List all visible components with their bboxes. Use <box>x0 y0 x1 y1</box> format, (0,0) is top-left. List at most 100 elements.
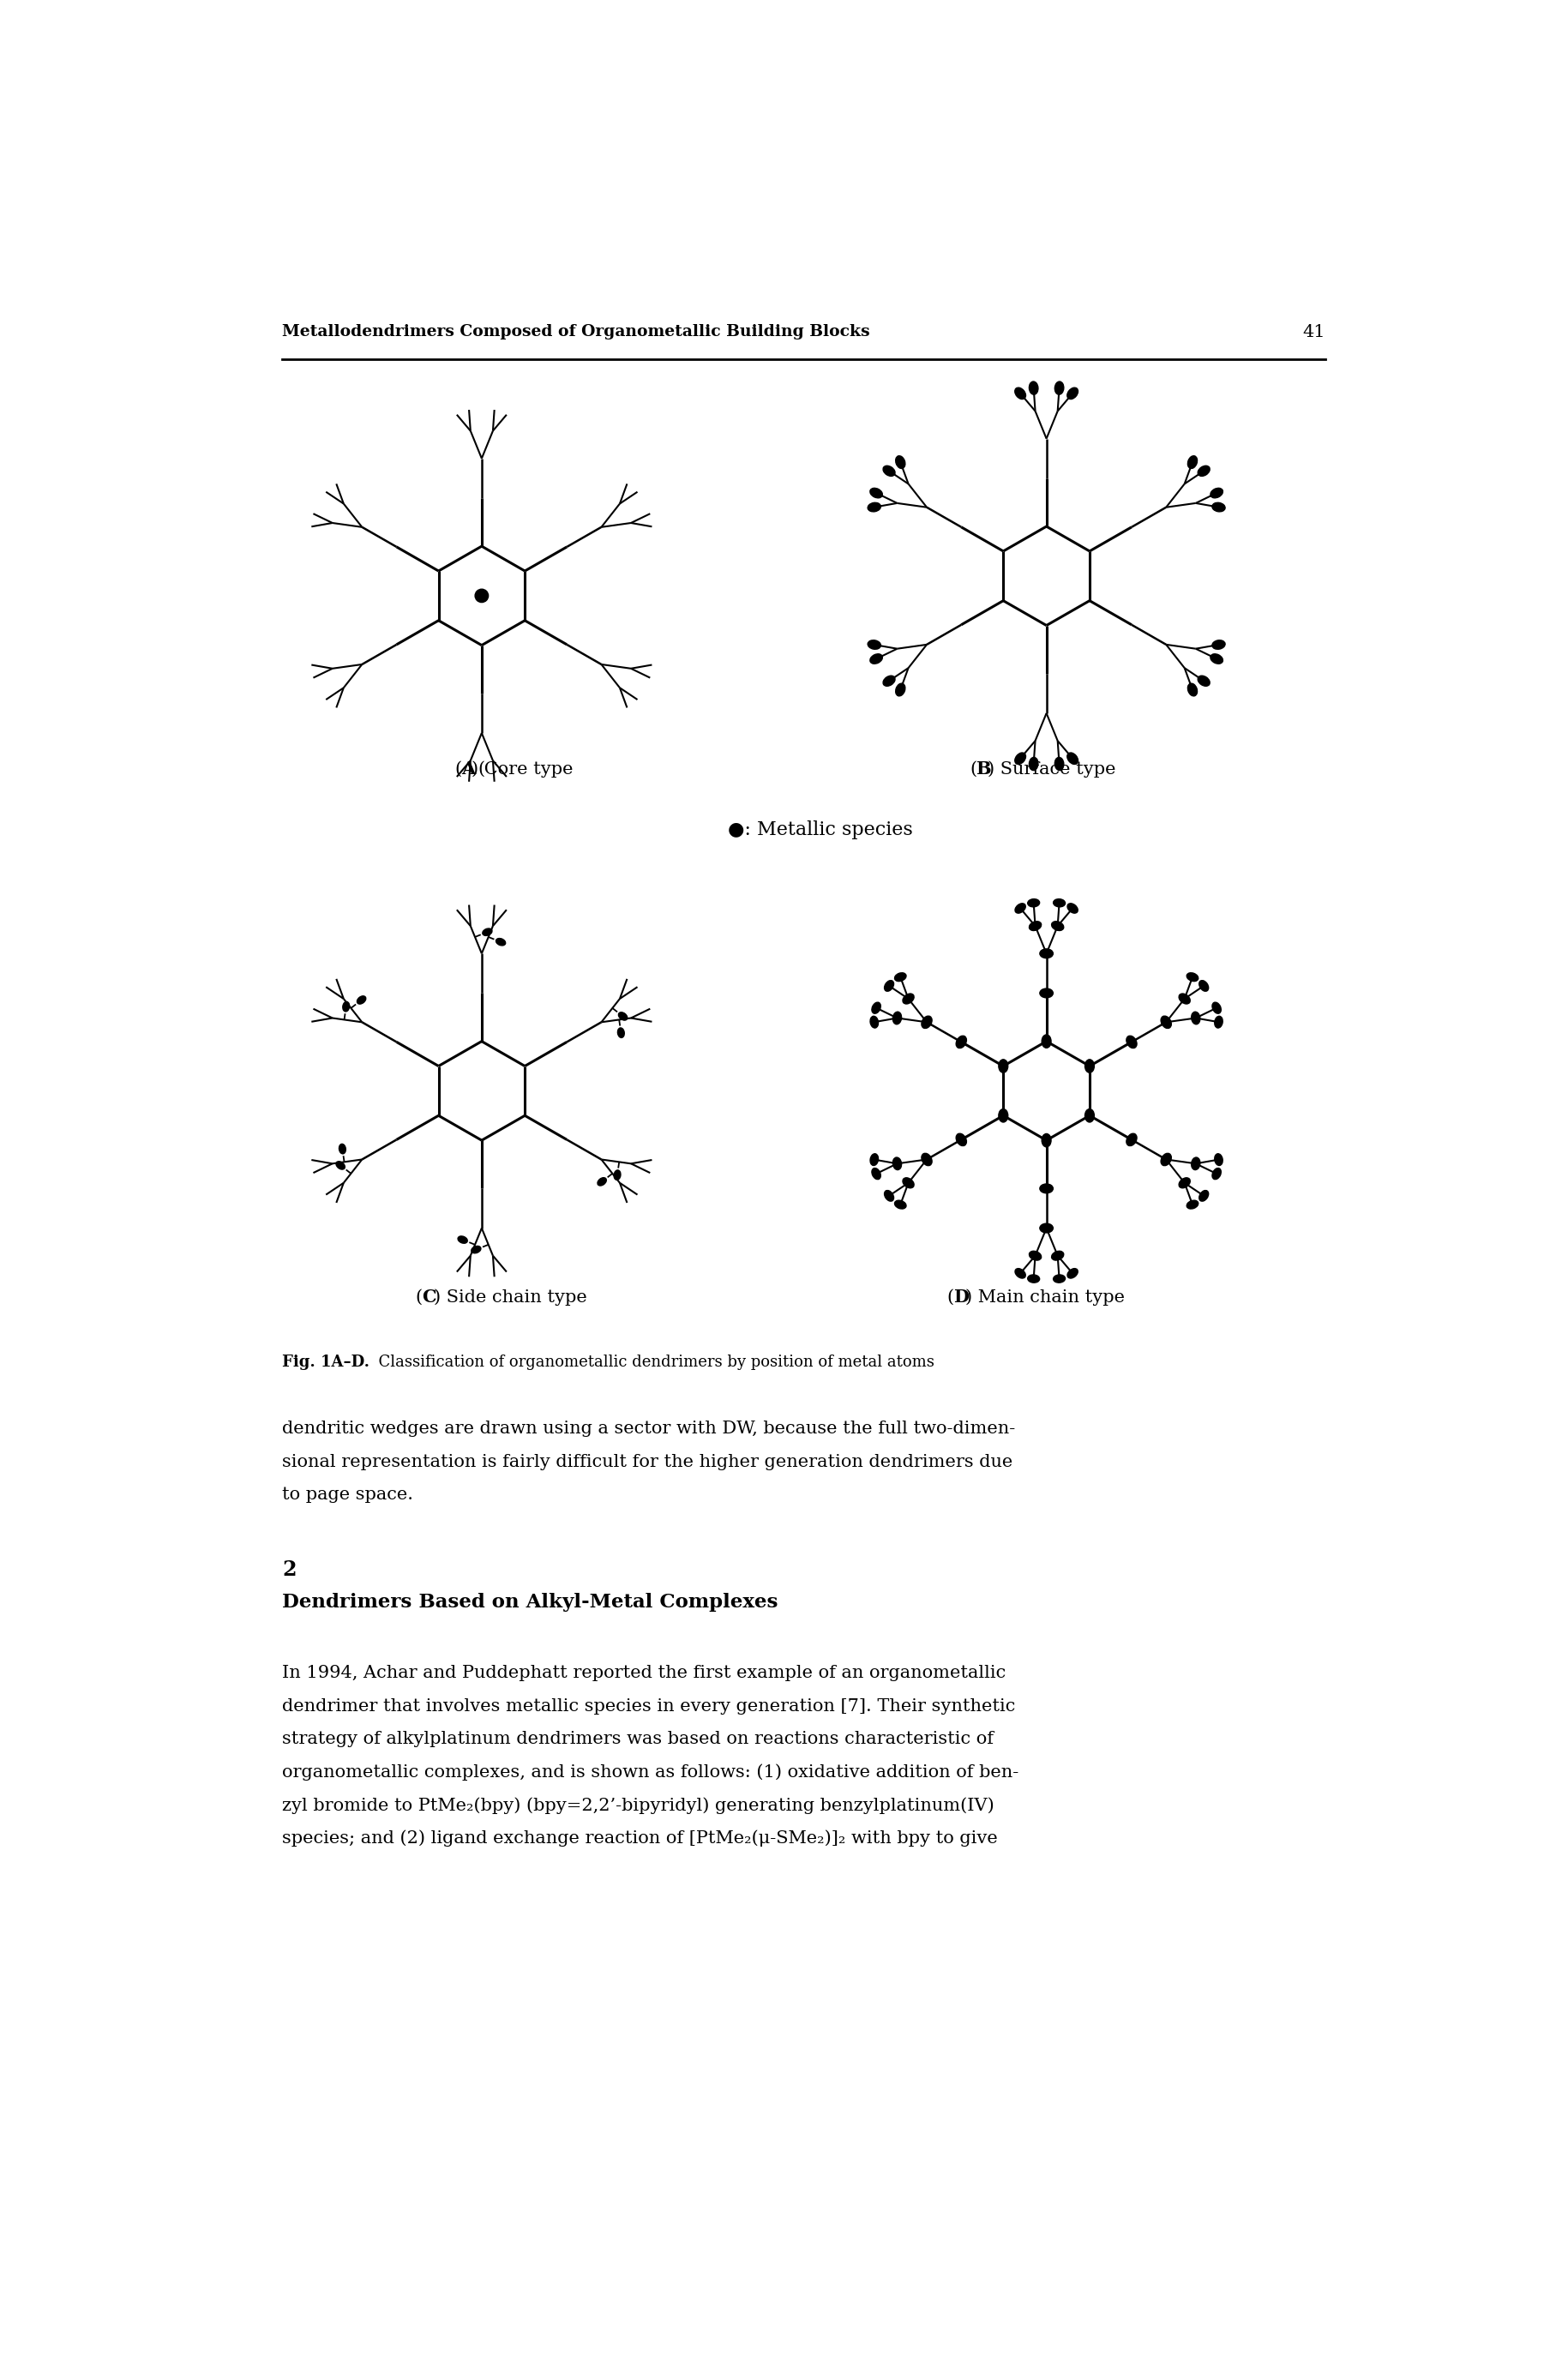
Ellipse shape <box>999 1109 1008 1123</box>
Ellipse shape <box>1040 1223 1054 1232</box>
Ellipse shape <box>895 973 906 980</box>
Ellipse shape <box>1187 973 1198 980</box>
Ellipse shape <box>339 1144 347 1154</box>
Ellipse shape <box>1187 683 1198 697</box>
Ellipse shape <box>472 1247 481 1254</box>
Ellipse shape <box>1040 1185 1054 1194</box>
Text: 41: 41 <box>1303 324 1325 340</box>
Ellipse shape <box>1085 1109 1094 1123</box>
Ellipse shape <box>1179 994 1190 1004</box>
Ellipse shape <box>615 1170 621 1180</box>
Ellipse shape <box>336 1161 345 1170</box>
Ellipse shape <box>1029 757 1038 771</box>
Ellipse shape <box>458 1237 467 1244</box>
Ellipse shape <box>872 1002 881 1013</box>
Text: In 1994, Achar and Puddephatt reported the first example of an organometallic: In 1994, Achar and Puddephatt reported t… <box>282 1665 1007 1682</box>
Text: ) Side chain type: ) Side chain type <box>434 1289 586 1306</box>
Ellipse shape <box>1200 980 1209 992</box>
Ellipse shape <box>1187 457 1198 469</box>
Ellipse shape <box>1198 466 1210 476</box>
Ellipse shape <box>1192 1011 1200 1025</box>
Text: (: ( <box>416 1289 422 1306</box>
Ellipse shape <box>895 683 905 697</box>
Ellipse shape <box>1040 990 1054 997</box>
Ellipse shape <box>1192 1156 1200 1170</box>
Text: ) Core type: ) Core type <box>472 761 574 778</box>
Ellipse shape <box>1200 1190 1209 1201</box>
Ellipse shape <box>1212 640 1225 649</box>
Ellipse shape <box>892 1156 902 1170</box>
Ellipse shape <box>1029 381 1038 395</box>
Ellipse shape <box>483 928 492 935</box>
Circle shape <box>475 590 488 602</box>
Ellipse shape <box>999 1059 1008 1073</box>
Ellipse shape <box>1055 381 1063 395</box>
Ellipse shape <box>1068 904 1077 914</box>
Text: (: ( <box>455 761 463 778</box>
Ellipse shape <box>870 488 883 497</box>
Ellipse shape <box>870 1154 878 1166</box>
Text: (: ( <box>478 761 485 778</box>
Ellipse shape <box>1126 1035 1137 1049</box>
Text: strategy of alkylplatinum dendrimers was based on reactions characteristic of: strategy of alkylplatinum dendrimers was… <box>282 1732 994 1749</box>
Ellipse shape <box>1210 488 1223 497</box>
Ellipse shape <box>1212 502 1225 511</box>
Text: (: ( <box>971 761 977 778</box>
Ellipse shape <box>870 1016 878 1028</box>
Ellipse shape <box>903 994 914 1004</box>
Ellipse shape <box>1212 1168 1221 1180</box>
Ellipse shape <box>495 937 505 944</box>
Text: Fig. 1A–D.: Fig. 1A–D. <box>282 1356 370 1370</box>
Ellipse shape <box>597 1178 607 1185</box>
Text: ●: Metallic species: ●: Metallic species <box>728 821 913 840</box>
Ellipse shape <box>1055 757 1063 771</box>
Ellipse shape <box>1068 1268 1077 1278</box>
Ellipse shape <box>1014 904 1025 914</box>
Ellipse shape <box>1215 1154 1223 1166</box>
Text: (: ( <box>947 1289 953 1306</box>
Ellipse shape <box>1029 921 1041 930</box>
Ellipse shape <box>956 1035 966 1049</box>
Ellipse shape <box>1052 921 1063 930</box>
Ellipse shape <box>618 1011 627 1021</box>
Ellipse shape <box>1052 1251 1063 1261</box>
Ellipse shape <box>1040 949 1054 959</box>
Ellipse shape <box>872 1168 881 1180</box>
Ellipse shape <box>1160 1016 1171 1028</box>
Ellipse shape <box>1054 899 1065 906</box>
Ellipse shape <box>1054 1275 1065 1282</box>
Ellipse shape <box>618 1028 624 1037</box>
Ellipse shape <box>1085 1059 1094 1073</box>
Ellipse shape <box>1179 1178 1190 1187</box>
Ellipse shape <box>343 1002 350 1011</box>
Text: D: D <box>953 1289 969 1306</box>
Ellipse shape <box>358 997 365 1004</box>
Ellipse shape <box>1041 1135 1051 1147</box>
Text: Classification of organometallic dendrimers by position of metal atoms: Classification of organometallic dendrim… <box>368 1356 935 1370</box>
Text: B: B <box>975 761 991 778</box>
Text: species; and (2) ligand exchange reaction of [PtMe₂(μ-SMe₂)]₂ with bpy to give: species; and (2) ligand exchange reactio… <box>282 1829 997 1846</box>
Ellipse shape <box>867 502 881 511</box>
Text: dendritic wedges are drawn using a sector with DW, because the full two-dimen-: dendritic wedges are drawn using a secto… <box>282 1420 1016 1437</box>
Ellipse shape <box>922 1016 931 1028</box>
Ellipse shape <box>884 1190 894 1201</box>
Ellipse shape <box>1027 899 1040 906</box>
Ellipse shape <box>883 676 895 685</box>
Ellipse shape <box>895 1201 906 1209</box>
Ellipse shape <box>1068 388 1079 400</box>
Ellipse shape <box>1198 676 1210 685</box>
Ellipse shape <box>870 654 883 664</box>
Ellipse shape <box>883 466 895 476</box>
Ellipse shape <box>867 640 881 649</box>
Text: to page space.: to page space. <box>282 1487 414 1504</box>
Text: dendrimer that involves metallic species in every generation [7]. Their syntheti: dendrimer that involves metallic species… <box>282 1699 1016 1715</box>
Ellipse shape <box>1014 1268 1025 1278</box>
Ellipse shape <box>1160 1154 1171 1166</box>
Ellipse shape <box>1068 752 1079 764</box>
Text: A: A <box>461 761 475 778</box>
Ellipse shape <box>903 1178 914 1187</box>
Ellipse shape <box>1041 1035 1051 1047</box>
Text: Metallodendrimers Composed of Organometallic Building Blocks: Metallodendrimers Composed of Organometa… <box>282 324 870 340</box>
Ellipse shape <box>1029 1251 1041 1261</box>
Ellipse shape <box>1126 1132 1137 1147</box>
